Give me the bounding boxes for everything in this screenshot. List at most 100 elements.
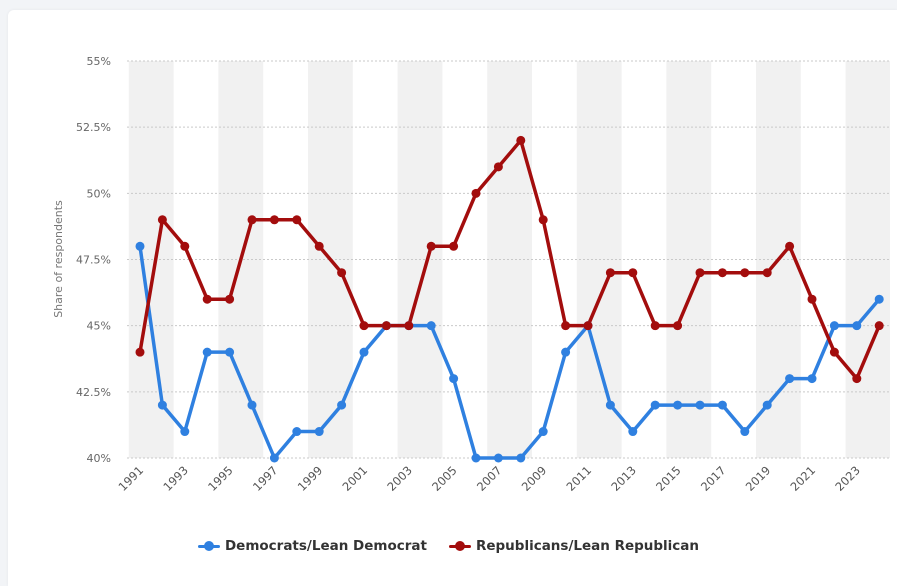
y-axis-label: Share of respondents bbox=[52, 200, 65, 318]
data-point-0-2016[interactable] bbox=[695, 400, 705, 410]
data-point-1-2022[interactable] bbox=[829, 347, 839, 357]
data-point-1-2020[interactable] bbox=[785, 241, 795, 251]
data-point-1-1993[interactable] bbox=[180, 241, 190, 251]
data-point-0-2005[interactable] bbox=[449, 374, 459, 384]
data-point-1-2005[interactable] bbox=[449, 241, 459, 251]
data-point-1-2003[interactable] bbox=[404, 321, 414, 331]
data-point-1-2012[interactable] bbox=[605, 268, 615, 278]
legend-item-democrats[interactable]: Democrats/Lean Democrat bbox=[197, 538, 427, 554]
legend-item-republicans[interactable]: Republicans/Lean Republican bbox=[448, 538, 700, 554]
plot-band bbox=[487, 61, 532, 458]
legend-swatch-republicans bbox=[448, 541, 471, 551]
x-tick-label: 2009 bbox=[519, 463, 550, 494]
data-point-1-2010[interactable] bbox=[561, 321, 571, 331]
data-point-0-1997[interactable] bbox=[269, 453, 279, 463]
x-tick-label: 2023 bbox=[832, 463, 863, 494]
x-tick-label: 2003 bbox=[384, 463, 415, 494]
data-point-1-2000[interactable] bbox=[337, 268, 347, 278]
x-tick-label: 1995 bbox=[205, 463, 236, 494]
y-tick-label: 47.5% bbox=[76, 254, 111, 267]
data-point-0-2010[interactable] bbox=[561, 347, 571, 357]
y-tick-label: 45% bbox=[87, 320, 111, 333]
data-point-0-2004[interactable] bbox=[426, 321, 436, 331]
data-point-1-2008[interactable] bbox=[516, 135, 526, 145]
data-point-0-2000[interactable] bbox=[337, 400, 347, 410]
data-point-1-2013[interactable] bbox=[628, 268, 638, 278]
legend-swatch-democrats bbox=[197, 541, 220, 551]
data-point-0-1993[interactable] bbox=[180, 427, 190, 437]
data-point-0-1992[interactable] bbox=[157, 400, 167, 410]
x-tick-label: 1991 bbox=[116, 463, 147, 494]
data-point-1-1995[interactable] bbox=[225, 294, 235, 304]
data-point-1-2023[interactable] bbox=[852, 374, 862, 384]
legend-label-democrats: Democrats/Lean Democrat bbox=[224, 538, 427, 554]
data-point-0-2021[interactable] bbox=[807, 374, 817, 384]
data-point-1-1994[interactable] bbox=[202, 294, 212, 304]
data-point-0-2008[interactable] bbox=[516, 453, 526, 463]
data-point-1-1998[interactable] bbox=[292, 215, 302, 225]
series-lines bbox=[138, 138, 881, 460]
data-point-0-1994[interactable] bbox=[202, 347, 212, 357]
data-point-0-2013[interactable] bbox=[628, 427, 638, 437]
x-tick-label: 2021 bbox=[788, 463, 819, 494]
data-point-0-2018[interactable] bbox=[740, 427, 750, 437]
data-point-0-1995[interactable] bbox=[225, 347, 235, 357]
data-point-0-2012[interactable] bbox=[605, 400, 615, 410]
x-tick-label: 1993 bbox=[160, 463, 191, 494]
x-tick-label: 2011 bbox=[564, 463, 595, 494]
x-tick-label: 2015 bbox=[653, 463, 684, 494]
series-line-1 bbox=[138, 138, 881, 381]
data-point-0-2024[interactable] bbox=[874, 294, 884, 304]
y-tick-label: 40% bbox=[87, 452, 111, 465]
data-point-0-2006[interactable] bbox=[471, 453, 481, 463]
x-tick-label: 1999 bbox=[295, 463, 326, 494]
data-point-1-2021[interactable] bbox=[807, 294, 817, 304]
y-tick-label: 50% bbox=[87, 187, 111, 200]
data-point-1-2019[interactable] bbox=[762, 268, 772, 278]
x-tick-label: 2001 bbox=[340, 463, 371, 494]
data-point-1-2009[interactable] bbox=[538, 215, 548, 225]
y-tick-label: 52.5% bbox=[76, 121, 111, 134]
data-point-0-2007[interactable] bbox=[493, 453, 503, 463]
data-point-1-2015[interactable] bbox=[673, 321, 683, 331]
y-axis-ticks: 40% 42.5% 45% 47.5% 50% 52.5% 55% bbox=[76, 55, 111, 465]
data-point-0-2017[interactable] bbox=[717, 400, 727, 410]
x-tick-label: 2019 bbox=[743, 463, 774, 494]
data-point-0-1998[interactable] bbox=[292, 427, 302, 437]
data-point-0-2019[interactable] bbox=[762, 400, 772, 410]
x-tick-label: 2005 bbox=[429, 463, 460, 494]
data-point-0-1999[interactable] bbox=[314, 427, 324, 437]
data-point-0-2022[interactable] bbox=[829, 321, 839, 331]
data-point-0-2009[interactable] bbox=[538, 427, 548, 437]
y-tick-label: 55% bbox=[87, 55, 111, 68]
data-point-1-1992[interactable] bbox=[157, 215, 167, 225]
data-point-1-1996[interactable] bbox=[247, 215, 257, 225]
data-point-1-1991[interactable] bbox=[135, 347, 145, 357]
data-point-0-2001[interactable] bbox=[359, 347, 369, 357]
data-point-0-1996[interactable] bbox=[247, 400, 257, 410]
data-point-1-2002[interactable] bbox=[381, 321, 391, 331]
data-point-0-2023[interactable] bbox=[852, 321, 862, 331]
data-point-1-2017[interactable] bbox=[717, 268, 727, 278]
data-point-0-1991[interactable] bbox=[135, 241, 145, 251]
legend: Democrats/Lean Democrat Republicans/Lean… bbox=[0, 538, 897, 554]
data-point-1-2011[interactable] bbox=[583, 321, 593, 331]
data-point-1-2006[interactable] bbox=[471, 188, 481, 198]
data-point-0-2015[interactable] bbox=[673, 400, 683, 410]
data-point-1-2018[interactable] bbox=[740, 268, 750, 278]
legend-label-republicans: Republicans/Lean Republican bbox=[475, 538, 700, 554]
series-line-0 bbox=[138, 244, 881, 460]
data-point-1-2014[interactable] bbox=[650, 321, 660, 331]
data-point-1-2016[interactable] bbox=[695, 268, 705, 278]
data-point-1-2001[interactable] bbox=[359, 321, 369, 331]
data-point-0-2014[interactable] bbox=[650, 400, 660, 410]
data-point-0-2020[interactable] bbox=[785, 374, 795, 384]
y-tick-label: 42.5% bbox=[76, 386, 111, 399]
data-point-1-2024[interactable] bbox=[874, 321, 884, 331]
data-point-1-1999[interactable] bbox=[314, 241, 324, 251]
data-point-1-1997[interactable] bbox=[269, 215, 279, 225]
data-point-1-2004[interactable] bbox=[426, 241, 436, 251]
data-point-1-2007[interactable] bbox=[493, 162, 503, 172]
x-axis-ticks: 1991 1993 1995 1997 1999 2001 2003 2005 2007 2009… bbox=[116, 463, 863, 494]
